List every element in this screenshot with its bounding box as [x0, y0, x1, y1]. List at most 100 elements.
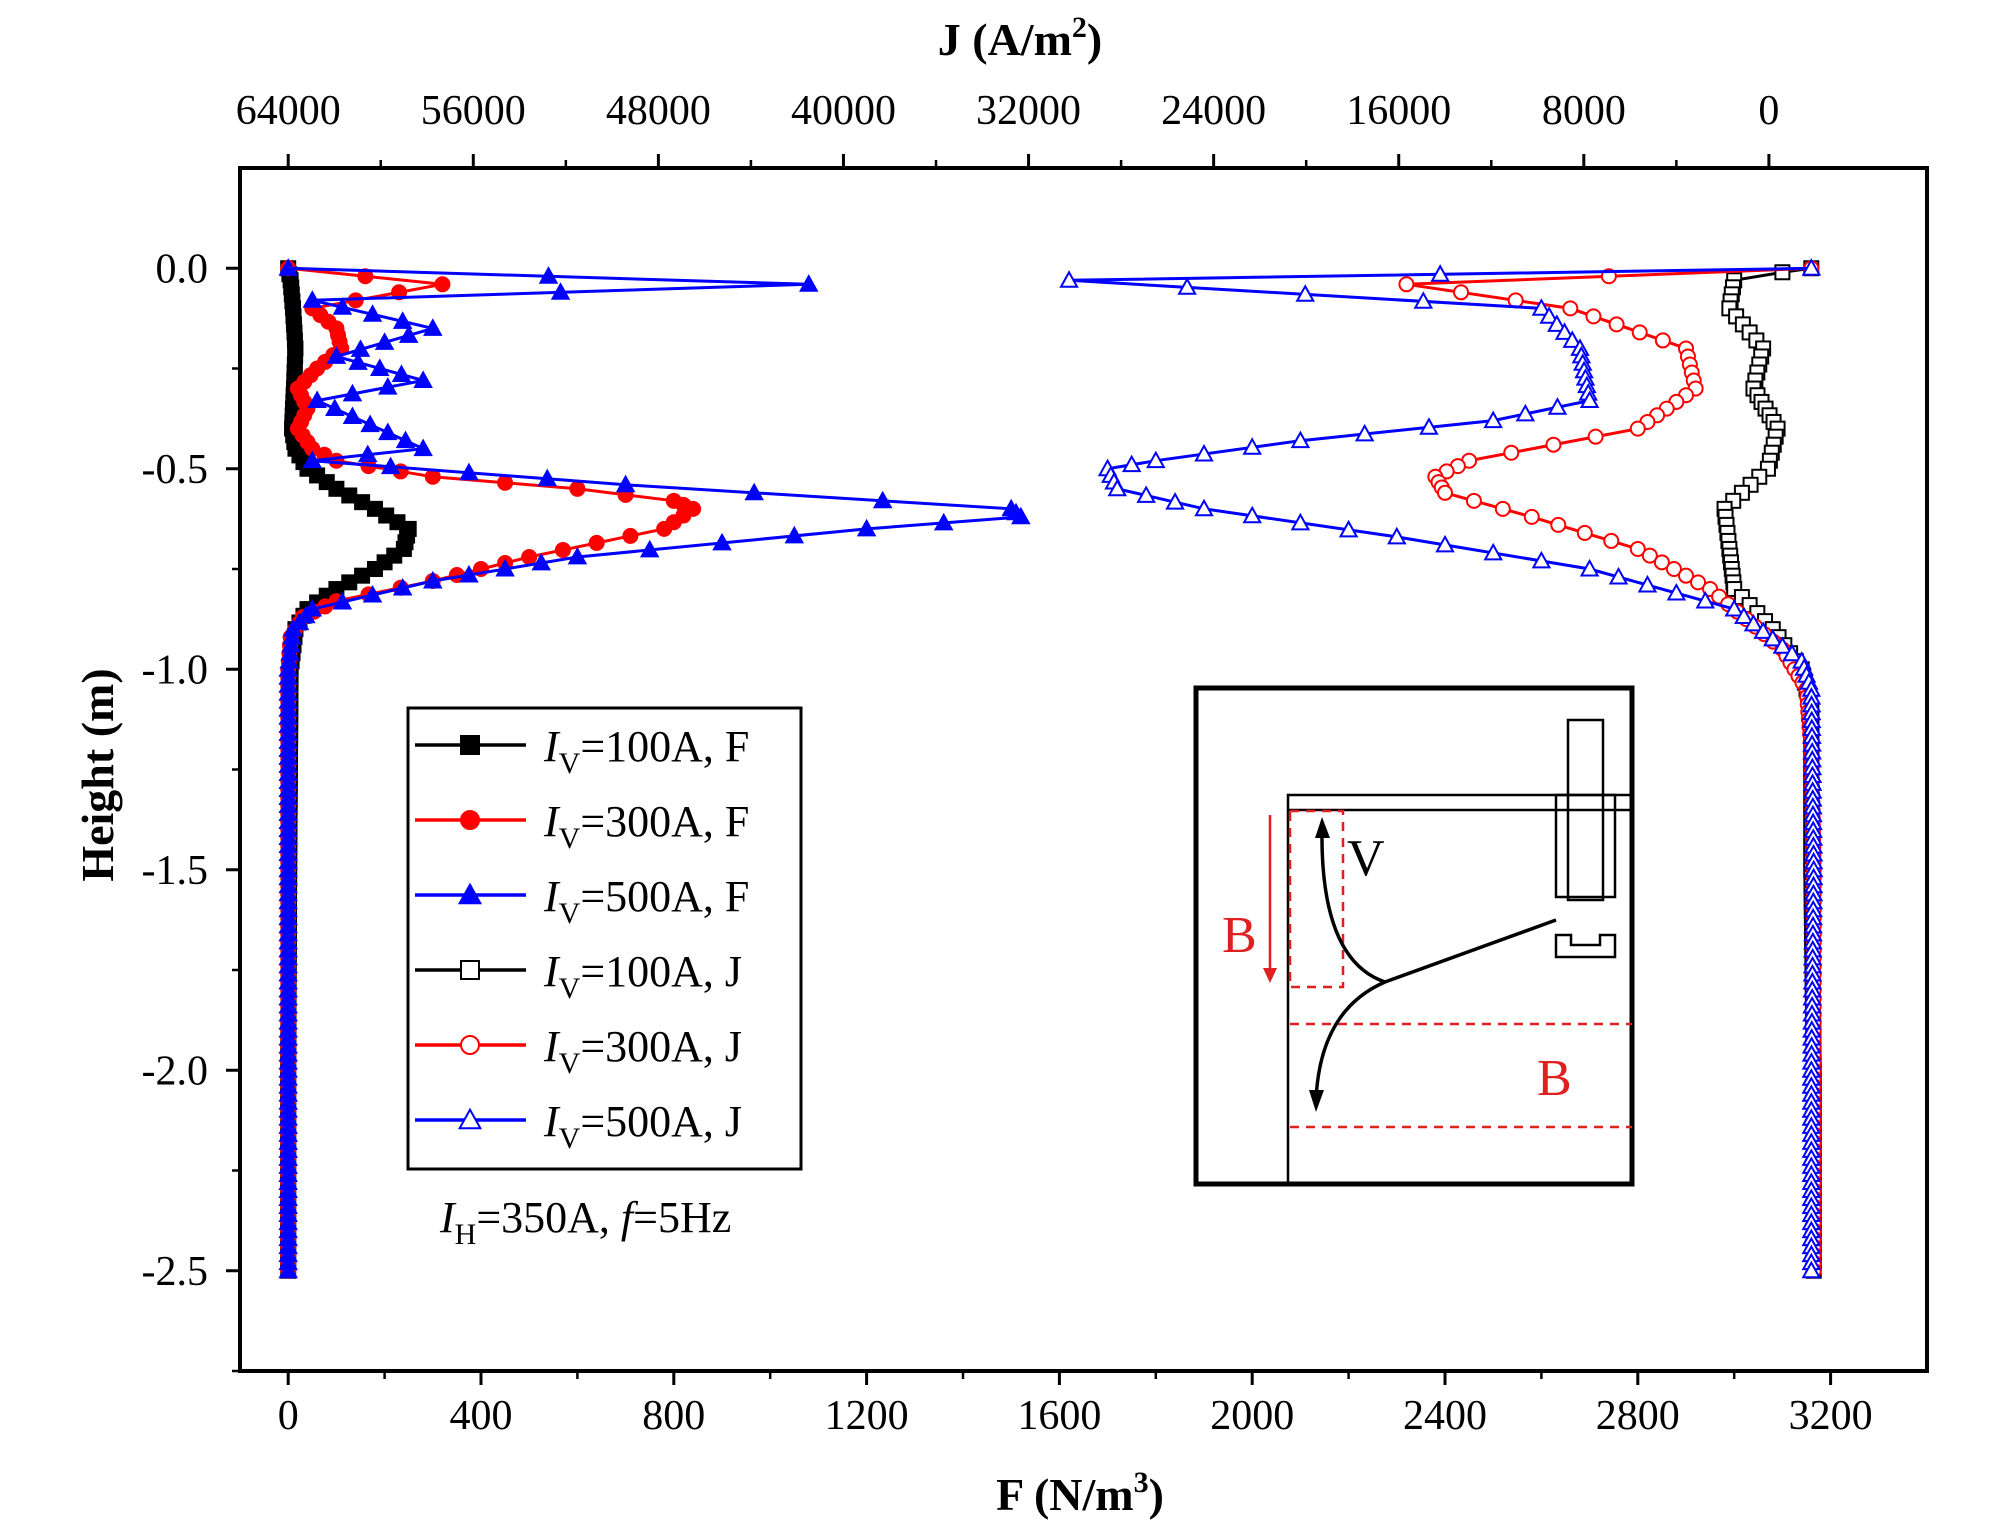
data-point [1608, 566, 1629, 585]
data-point [350, 339, 371, 357]
data-point [1641, 547, 1658, 564]
data-point [1637, 574, 1658, 593]
data-point [459, 462, 479, 481]
x-top-tick-label: 32000 [976, 88, 1081, 134]
data-point [1165, 492, 1185, 510]
data-point [434, 276, 451, 293]
data-point [1437, 484, 1453, 501]
data-point [1338, 519, 1359, 538]
data-point [1550, 516, 1567, 533]
data-point [325, 398, 345, 417]
data-point [497, 474, 514, 491]
data-point [1523, 508, 1540, 525]
inset-diagram: V B B [1193, 685, 1635, 1187]
data-point [1576, 524, 1593, 541]
data-point [360, 414, 380, 433]
data-point [1121, 454, 1142, 473]
data-point [357, 444, 378, 463]
data-point [1782, 643, 1802, 662]
x-top-tick-label: 48000 [606, 88, 711, 134]
series-500a-f [278, 258, 1031, 1279]
y-axis-title: Height (m) [72, 668, 123, 881]
data-point [424, 468, 441, 485]
inset-electrode [1554, 718, 1617, 902]
annotation-text: IH=350A, f=5Hz [439, 1193, 731, 1251]
data-point [362, 584, 383, 603]
data-point [521, 548, 538, 565]
data-point [1295, 284, 1315, 302]
data-point [1413, 291, 1434, 309]
data-point [1603, 532, 1620, 549]
data-point [1503, 444, 1520, 461]
x-bottom-tick-label: 1200 [825, 1393, 909, 1439]
legend-label: IV=100A, F [543, 722, 749, 780]
y-tick-label: -0.5 [142, 447, 209, 493]
data-point [380, 456, 401, 475]
x-bottom-title: F (N/m3) [996, 1466, 1164, 1520]
legend-label: IV=300A, J [543, 1022, 742, 1080]
data-point [1763, 628, 1783, 647]
data-point [799, 274, 819, 292]
data-point [391, 364, 412, 382]
data-point [1194, 498, 1214, 517]
inset-label-b-lower: B [1537, 1050, 1572, 1107]
data-point [1554, 322, 1575, 340]
inset-flow-curve-down [1314, 980, 1386, 1101]
data-point [1743, 613, 1764, 632]
data-point [550, 282, 571, 300]
legend-marker [460, 960, 480, 980]
x-bottom-tick-label: 3200 [1789, 1393, 1873, 1439]
data-point [784, 525, 805, 544]
data-point [569, 480, 586, 497]
x-bottom-tick-label: 2000 [1210, 1393, 1294, 1439]
data-point [278, 258, 298, 276]
data-point [744, 482, 764, 501]
legend-marker [460, 735, 480, 755]
data-point [1387, 526, 1407, 545]
data-point [1354, 423, 1375, 442]
data-point [1753, 621, 1773, 639]
inset-flow-curve-right [1384, 918, 1557, 984]
x-bottom-tick-label: 400 [450, 1393, 513, 1439]
data-point [933, 512, 954, 531]
legend-item: IV=300A, J [415, 1022, 742, 1080]
data-point [1435, 534, 1455, 553]
data-point [1801, 258, 1822, 276]
data-point [398, 325, 419, 343]
data-point [1419, 417, 1439, 435]
data-point [1545, 436, 1562, 453]
data-point [1678, 567, 1694, 584]
data-point [1801, 1260, 1822, 1279]
inset-field-arrowhead [1263, 968, 1277, 983]
data-point [1585, 308, 1602, 325]
data-point [307, 390, 327, 409]
legend-label: IV=100A, J [543, 947, 742, 1005]
inset-flow-curve-up [1320, 827, 1386, 984]
data-point [537, 468, 558, 487]
inset-label-v: V [1347, 830, 1385, 887]
data-point [370, 358, 390, 376]
inset-flow-arrowhead-up [1315, 817, 1330, 838]
data-point [1665, 561, 1682, 577]
x-top-tick-label: 56000 [421, 88, 526, 134]
data-point [1629, 540, 1646, 557]
data-point [1666, 582, 1687, 601]
data-point [1631, 324, 1648, 341]
data-point [1653, 554, 1670, 571]
x-bottom-tick-label: 0 [278, 1393, 299, 1439]
data-point [413, 438, 433, 457]
data-point [1547, 314, 1567, 332]
x-top-tick-label: 8000 [1542, 88, 1626, 134]
data-point [342, 406, 363, 425]
data-point [1734, 606, 1754, 624]
data-point [378, 422, 398, 441]
y-tick-label: 0.0 [156, 246, 209, 292]
data-point [302, 290, 323, 308]
data-point [332, 297, 353, 315]
legend-box [406, 706, 803, 1171]
y-tick-label: -2.0 [142, 1048, 209, 1094]
data-point [1430, 264, 1450, 282]
data-point [1608, 316, 1625, 333]
data-point [1136, 485, 1156, 503]
data-point [639, 539, 660, 558]
